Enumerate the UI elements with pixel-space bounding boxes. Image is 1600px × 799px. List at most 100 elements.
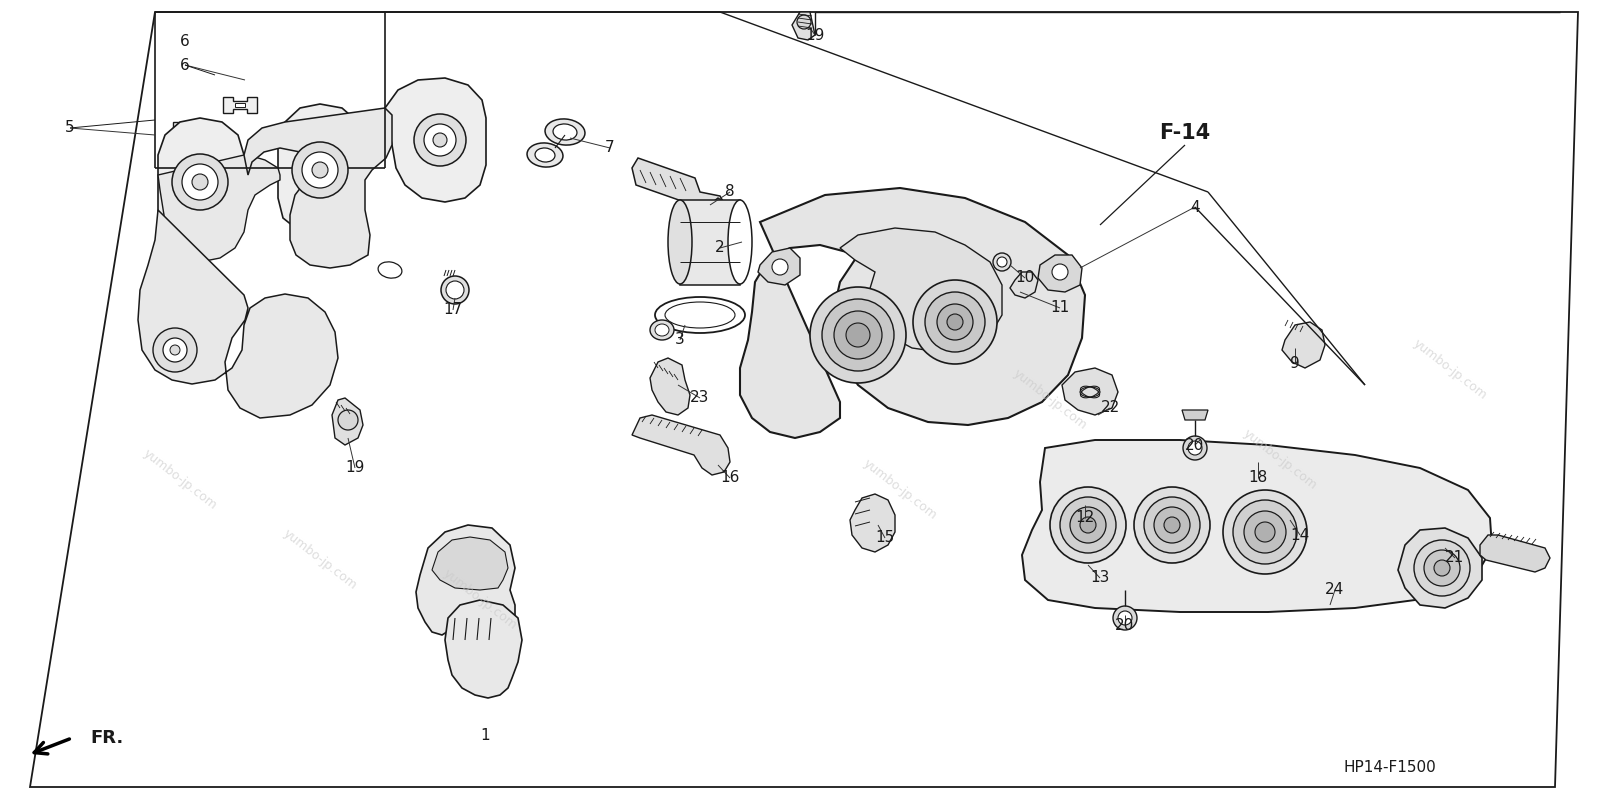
Circle shape: [170, 345, 179, 355]
Text: 12: 12: [1075, 511, 1094, 526]
Text: 6: 6: [181, 58, 190, 73]
Text: yumbo-jp.com: yumbo-jp.com: [141, 447, 219, 513]
Text: 13: 13: [1090, 570, 1110, 586]
Circle shape: [947, 314, 963, 330]
Circle shape: [1134, 487, 1210, 563]
Circle shape: [1245, 511, 1286, 553]
Text: 22: 22: [1101, 400, 1120, 415]
Circle shape: [846, 323, 870, 347]
Circle shape: [1080, 517, 1096, 533]
Text: 20: 20: [1115, 618, 1134, 633]
Text: 21: 21: [1445, 551, 1464, 566]
Ellipse shape: [554, 124, 578, 140]
Ellipse shape: [378, 262, 402, 278]
Circle shape: [446, 281, 464, 299]
Text: 11: 11: [1050, 300, 1070, 316]
Polygon shape: [1182, 410, 1208, 420]
Text: yumbo-jp.com: yumbo-jp.com: [280, 527, 360, 593]
Circle shape: [173, 154, 229, 210]
Text: 2: 2: [715, 240, 725, 256]
Text: 3: 3: [675, 332, 685, 348]
Polygon shape: [792, 12, 814, 40]
Circle shape: [1070, 507, 1106, 543]
Circle shape: [1434, 560, 1450, 576]
Polygon shape: [173, 122, 206, 138]
Polygon shape: [138, 210, 338, 418]
Polygon shape: [632, 158, 728, 228]
Circle shape: [434, 133, 446, 147]
Polygon shape: [235, 103, 245, 107]
Text: yumbo-jp.com: yumbo-jp.com: [440, 567, 520, 633]
Ellipse shape: [534, 148, 555, 162]
Text: 18: 18: [1248, 471, 1267, 486]
Polygon shape: [850, 494, 894, 552]
Circle shape: [192, 174, 208, 190]
Circle shape: [1114, 606, 1138, 630]
Ellipse shape: [666, 302, 734, 328]
Text: 15: 15: [875, 531, 894, 546]
Polygon shape: [1398, 528, 1482, 608]
Circle shape: [834, 311, 882, 359]
Text: 17: 17: [443, 303, 462, 317]
Text: F-14: F-14: [1160, 123, 1211, 143]
Text: yumbo-jp.com: yumbo-jp.com: [1411, 337, 1490, 403]
Circle shape: [1050, 487, 1126, 563]
Circle shape: [163, 338, 187, 362]
Text: 10: 10: [1016, 271, 1035, 285]
Polygon shape: [386, 78, 486, 202]
Circle shape: [914, 280, 997, 364]
Text: 7: 7: [605, 141, 614, 156]
Polygon shape: [1022, 440, 1491, 612]
Polygon shape: [840, 228, 1002, 352]
Circle shape: [338, 410, 358, 430]
Circle shape: [1144, 497, 1200, 553]
Text: 14: 14: [1290, 527, 1310, 543]
Circle shape: [1182, 436, 1206, 460]
Circle shape: [1187, 441, 1202, 455]
Text: 19: 19: [346, 460, 365, 475]
Text: 16: 16: [720, 471, 739, 486]
Circle shape: [1254, 522, 1275, 542]
Circle shape: [182, 164, 218, 200]
Circle shape: [312, 162, 328, 178]
Polygon shape: [1062, 368, 1118, 415]
Polygon shape: [680, 200, 739, 285]
Text: 8: 8: [725, 185, 734, 200]
Text: 1: 1: [480, 728, 490, 742]
Polygon shape: [1010, 272, 1038, 298]
Circle shape: [1424, 550, 1459, 586]
Polygon shape: [333, 398, 363, 445]
Circle shape: [1118, 611, 1133, 625]
Polygon shape: [243, 108, 392, 268]
Text: 19: 19: [805, 27, 824, 42]
Text: 24: 24: [1325, 582, 1344, 598]
Circle shape: [424, 124, 456, 156]
Polygon shape: [278, 104, 365, 234]
Polygon shape: [445, 600, 522, 698]
Polygon shape: [158, 118, 243, 246]
Ellipse shape: [728, 200, 752, 284]
Ellipse shape: [546, 119, 586, 145]
Polygon shape: [158, 155, 280, 262]
Circle shape: [822, 299, 894, 371]
Text: yumbo-jp.com: yumbo-jp.com: [1011, 368, 1090, 433]
Text: 23: 23: [690, 391, 710, 406]
Text: 9: 9: [1290, 356, 1299, 371]
Polygon shape: [710, 198, 726, 222]
Circle shape: [154, 328, 197, 372]
Circle shape: [1414, 540, 1470, 596]
Text: 4: 4: [1190, 200, 1200, 214]
Ellipse shape: [526, 143, 563, 167]
Polygon shape: [222, 97, 258, 113]
Circle shape: [1234, 500, 1298, 564]
Circle shape: [414, 114, 466, 166]
Circle shape: [771, 259, 787, 275]
Polygon shape: [1282, 322, 1325, 368]
Circle shape: [938, 304, 973, 340]
Polygon shape: [416, 525, 515, 635]
Text: HP14-F1500: HP14-F1500: [1344, 761, 1437, 776]
Polygon shape: [758, 248, 800, 285]
Text: FR.: FR.: [90, 729, 123, 747]
Polygon shape: [739, 188, 1085, 438]
Ellipse shape: [650, 320, 674, 340]
